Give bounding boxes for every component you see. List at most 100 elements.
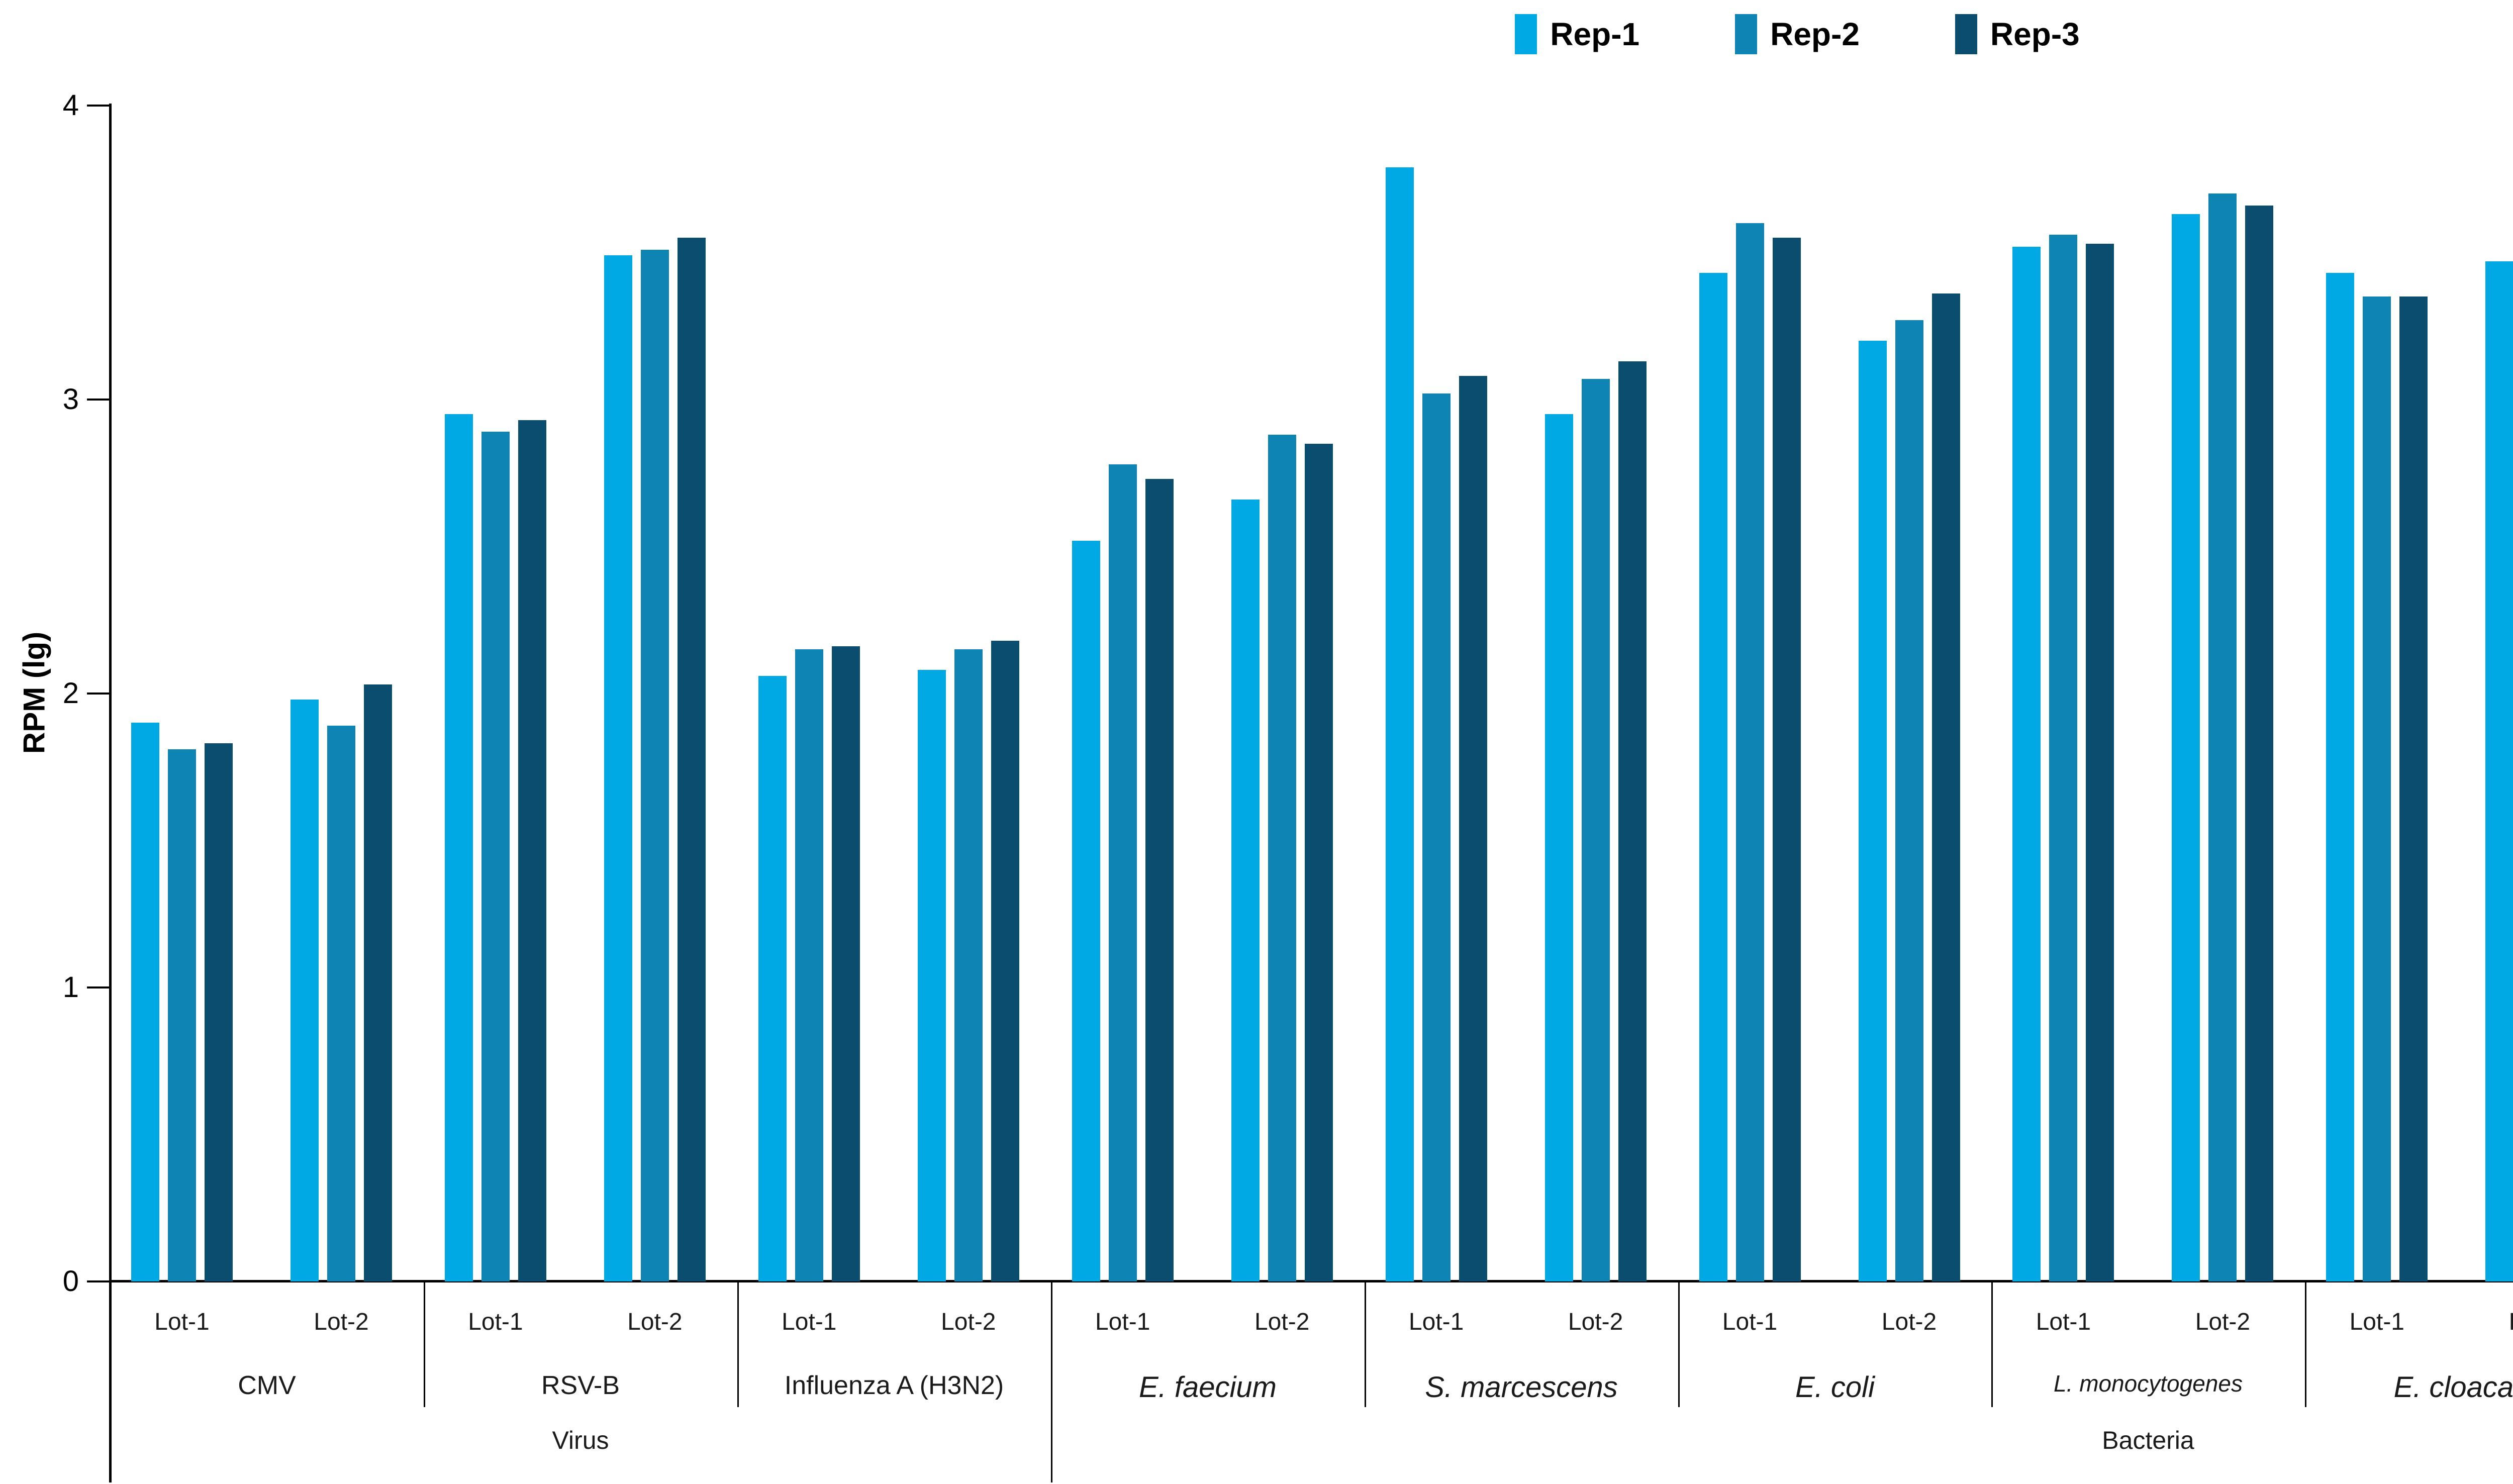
group-separator (1991, 1281, 1993, 1407)
organism-label: Influenza A (H3N2) (784, 1371, 1004, 1400)
bar-RSV-B-lot-2-rep1 (604, 255, 632, 1281)
bar-E-coli-lot-1-rep2 (1736, 223, 1764, 1281)
bar-S-marcescens-lot-1-rep2 (1422, 393, 1451, 1281)
bar-E-faecium-lot-1-rep3 (1145, 479, 1174, 1281)
bar-RSV-B-lot-1-rep2 (481, 432, 510, 1281)
y-tick (87, 399, 110, 401)
bar-E-cloacae-lot-2-rep1 (2485, 261, 2513, 1281)
bar-Influenza-A-H3N2--lot-2-rep3 (991, 641, 1019, 1281)
bar-RSV-B-lot-1-rep3 (518, 420, 546, 1281)
lot-label: Lot-1 (468, 1309, 523, 1335)
organism-label: S. marcescens (1425, 1371, 1618, 1404)
lot-label: Lot-1 (2349, 1309, 2404, 1335)
supergroup-label: Bacteria (2102, 1426, 2194, 1454)
lot-label: Lot-2 (2195, 1309, 2251, 1335)
group-separator (2305, 1281, 2306, 1407)
lot-label: Lot-2 (1254, 1309, 1310, 1335)
bar-L-monocytogenes-lot-2-rep3 (2245, 206, 2273, 1281)
bar-E-cloacae-lot-1-rep2 (2363, 296, 2391, 1281)
legend-swatch-rep-1 (1515, 14, 1537, 54)
organism-label: L. monocytogenes (2054, 1370, 2243, 1397)
legend-label: Rep-1 (1550, 16, 1640, 52)
bar-Influenza-A-H3N2--lot-1-rep1 (758, 676, 787, 1281)
lot-label: Lot-2 (941, 1309, 996, 1335)
organism-label: CMV (238, 1371, 296, 1400)
bar-E-coli-lot-1-rep3 (1773, 238, 1801, 1281)
bar-Influenza-A-H3N2--lot-2-rep1 (918, 670, 946, 1281)
bar-E-cloacae-lot-1-rep1 (2326, 273, 2354, 1281)
bar-CMV-lot-1-rep3 (205, 743, 233, 1281)
bar-E-faecium-lot-1-rep2 (1109, 464, 1137, 1281)
y-tick (87, 692, 110, 695)
bar-CMV-lot-2-rep1 (291, 700, 319, 1281)
bar-L-monocytogenes-lot-1-rep3 (2086, 244, 2114, 1281)
bar-RSV-B-lot-2-rep2 (641, 250, 669, 1281)
lot-label: Lot-2 (627, 1309, 683, 1335)
legend-swatch-rep-2 (1735, 14, 1758, 54)
bar-E-coli-lot-2-rep1 (1859, 341, 1887, 1281)
group-separator (1678, 1281, 1680, 1407)
group-separator (424, 1281, 425, 1407)
lot-label: Lot-2 (1881, 1309, 1937, 1335)
legend-label: Rep-2 (1770, 16, 1860, 52)
bar-Influenza-A-H3N2--lot-2-rep2 (954, 649, 983, 1281)
bar-E-faecium-lot-2-rep1 (1231, 500, 1260, 1281)
y-tick-label: 3 (62, 383, 79, 416)
bar-S-marcescens-lot-2-rep3 (1618, 361, 1647, 1281)
y-tick (87, 1280, 110, 1282)
bar-E-coli-lot-2-rep2 (1895, 320, 1923, 1281)
bar-RSV-B-lot-2-rep3 (678, 238, 706, 1281)
legend-item-rep-2: Rep-2 (1735, 14, 1860, 54)
lot-label: Lot-2 (2456, 1308, 2513, 1337)
lot-label: Lot-1 (2036, 1309, 2091, 1335)
bar-Influenza-A-H3N2--lot-1-rep2 (795, 649, 823, 1281)
supergroup-separator (1051, 1281, 1052, 1482)
lot-label: Lot-2 (1568, 1309, 1623, 1335)
legend-swatch-rep-3 (1955, 14, 1977, 54)
y-tick-label: 0 (62, 1265, 79, 1298)
lot-label: Lot-1 (1722, 1309, 1778, 1335)
supergroup-label: Virus (552, 1426, 609, 1454)
bar-E-faecium-lot-2-rep2 (1268, 435, 1296, 1281)
bar-CMV-lot-2-rep2 (327, 726, 355, 1281)
legend-label: Rep-3 (1990, 16, 2080, 52)
y-tick (87, 986, 110, 988)
organism-label: E. coli (1795, 1371, 1875, 1404)
bar-CMV-lot-2-rep3 (364, 684, 392, 1281)
bar-E-coli-lot-2-rep3 (1932, 293, 1960, 1281)
y-tick (87, 105, 110, 107)
y-axis-line (109, 104, 112, 1482)
lot-label: Lot-1 (1095, 1309, 1150, 1335)
organism-label: RSV-B (541, 1371, 620, 1400)
bar-S-marcescens-lot-1-rep1 (1386, 167, 1414, 1281)
bar-S-marcescens-lot-2-rep1 (1545, 414, 1573, 1281)
bar-L-monocytogenes-lot-1-rep1 (2012, 247, 2041, 1281)
bar-S-marcescens-lot-2-rep2 (1582, 379, 1610, 1281)
bar-Influenza-A-H3N2--lot-1-rep3 (832, 646, 860, 1281)
bar-L-monocytogenes-lot-2-rep1 (2172, 214, 2200, 1281)
legend-item-rep-1: Rep-1 (1515, 14, 1639, 54)
bar-S-marcescens-lot-1-rep3 (1459, 376, 1487, 1281)
bar-L-monocytogenes-lot-1-rep2 (2049, 235, 2077, 1281)
lot-label: Lot-1 (782, 1309, 837, 1335)
group-separator (737, 1281, 739, 1407)
lot-label: Lot-2 (314, 1309, 369, 1335)
lot-label: Lot-1 (1408, 1309, 1464, 1335)
y-tick-label: 2 (62, 677, 79, 710)
bar-L-monocytogenes-lot-2-rep2 (2208, 193, 2237, 1281)
organism-label: E. faecium (1139, 1371, 1277, 1404)
lot-label: Lot-1 (154, 1309, 210, 1335)
bar-E-coli-lot-1-rep1 (1699, 273, 1727, 1281)
y-tick-label: 1 (62, 971, 79, 1004)
group-separator (1365, 1281, 1366, 1407)
bar-RSV-B-lot-1-rep1 (445, 414, 473, 1281)
bar-E-cloacae-lot-1-rep3 (2399, 296, 2428, 1281)
bar-CMV-lot-1-rep1 (131, 723, 159, 1281)
legend: Rep-1 Rep-2 Rep-3 (0, 14, 2513, 54)
bar-E-faecium-lot-2-rep3 (1305, 444, 1333, 1281)
organism-label: E. cloacae (2393, 1371, 2513, 1404)
legend-item-rep-3: Rep-3 (1955, 14, 2080, 54)
y-tick-label: 4 (62, 89, 79, 122)
bar-CMV-lot-1-rep2 (168, 749, 196, 1281)
bar-E-faecium-lot-1-rep1 (1072, 541, 1100, 1281)
